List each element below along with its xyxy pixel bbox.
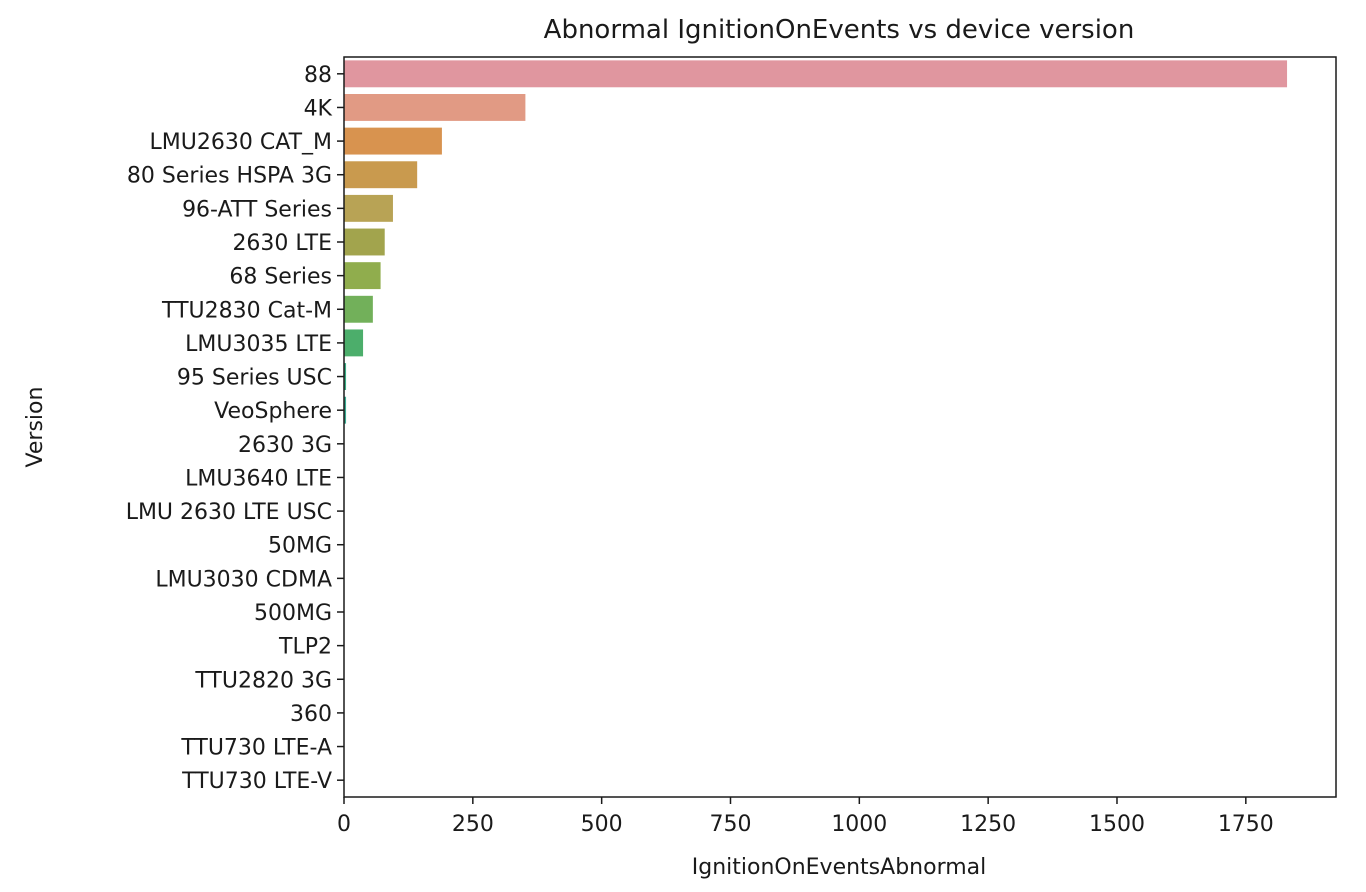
y-tick-label: TTU730 LTE-V <box>181 769 332 794</box>
y-tick-label: LMU2630 CAT_M <box>150 130 332 155</box>
y-tick-label: TTU2830 Cat-M <box>161 298 332 323</box>
y-tick-label: 88 <box>304 63 332 88</box>
y-tick-label: TTU2820 3G <box>194 668 332 693</box>
y-tick-label: TLP2 <box>278 635 332 660</box>
bars-group <box>344 60 1288 424</box>
x-tick-label: 1000 <box>831 812 887 837</box>
plot-frame <box>343 56 1337 798</box>
bar <box>344 127 442 155</box>
x-axis: 0 250 500 750 1000 1250 1500 1750 <box>337 797 1274 837</box>
bar <box>344 295 373 323</box>
y-axis: 88 4K LMU2630 CAT_M 80 Series HSPA 3G 96-ATT… <box>126 63 344 794</box>
y-tick-label: 80 Series HSPA 3G <box>127 164 332 189</box>
y-tick-label: LMU3030 CDMA <box>155 567 332 592</box>
x-tick-label: 1750 <box>1218 812 1274 837</box>
bar <box>344 194 393 222</box>
y-tick-label: 50MG <box>268 534 332 559</box>
x-tick-label: 250 <box>452 812 494 837</box>
bar <box>344 396 347 424</box>
y-tick-label: LMU3035 LTE <box>185 332 332 357</box>
y-tick-label: TTU730 LTE-A <box>180 736 332 761</box>
bar <box>344 363 347 390</box>
x-axis-label: IgnitionOnEventsAbnormal <box>692 855 987 880</box>
y-tick-label: 2630 LTE <box>232 231 332 256</box>
bar <box>344 60 1288 88</box>
x-tick-label: 1500 <box>1089 812 1145 837</box>
bar <box>344 94 526 121</box>
chart-title: Abnormal IgnitionOnEvents vs device vers… <box>544 15 1135 45</box>
y-tick-label: LMU 2630 LTE USC <box>126 500 332 525</box>
y-tick-label: 96-ATT Series <box>182 197 332 222</box>
x-tick-label: 1250 <box>960 812 1016 837</box>
x-tick-label: 750 <box>709 812 751 837</box>
x-tick-label: 500 <box>581 812 623 837</box>
y-tick-label: 2630 3G <box>238 433 332 458</box>
bar <box>344 161 418 189</box>
y-axis-label: Version <box>23 387 48 468</box>
y-tick-label: 500MG <box>254 601 332 626</box>
x-tick-label: 0 <box>337 812 351 837</box>
y-tick-label: 95 Series USC <box>177 366 332 391</box>
y-tick-label: 68 Series <box>229 265 332 290</box>
bar <box>344 262 381 290</box>
y-tick-label: 360 <box>290 702 332 727</box>
bar <box>344 228 385 256</box>
y-tick-label: VeoSphere <box>214 399 332 424</box>
y-tick-label: 4K <box>304 96 333 121</box>
bar <box>344 329 364 357</box>
y-tick-label: LMU3640 LTE <box>185 466 332 491</box>
